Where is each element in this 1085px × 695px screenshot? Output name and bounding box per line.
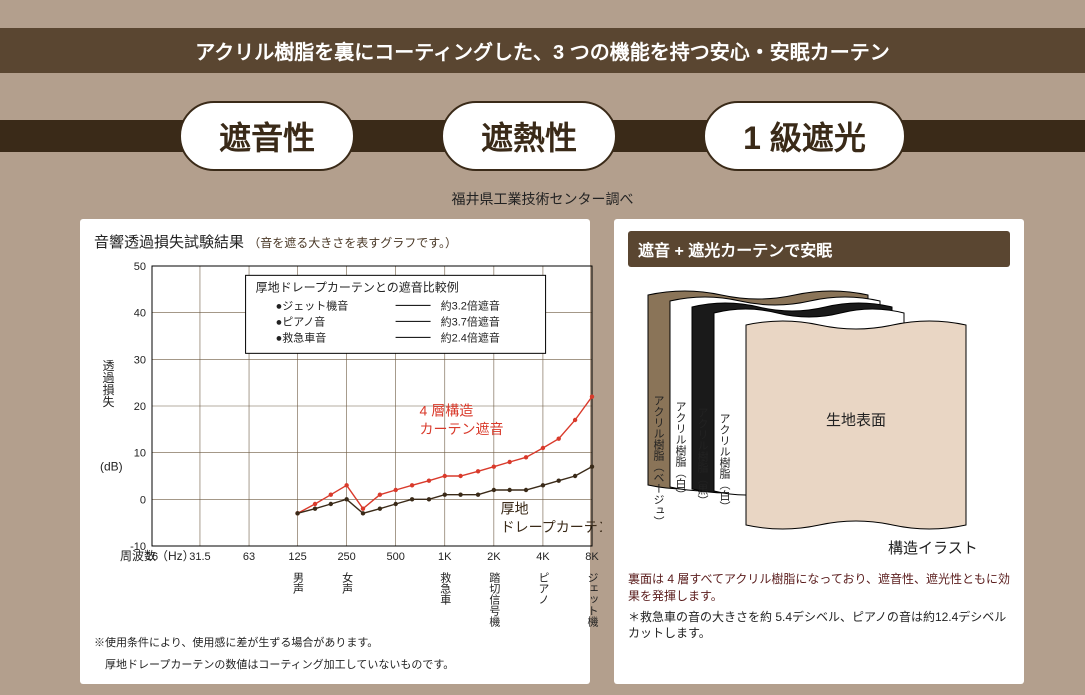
svg-text:125: 125: [288, 551, 306, 563]
svg-text:(dB): (dB): [100, 460, 123, 474]
svg-text:約2.4倍遮音: 約2.4倍遮音: [441, 330, 500, 344]
svg-text:●ジェット機音: ●ジェット機音: [276, 298, 349, 312]
svg-text:アクリル樹脂（白）: アクリル樹脂（白）: [718, 413, 731, 512]
subtitle: 福井県工業技術センター調べ: [0, 189, 1085, 209]
svg-text:63: 63: [243, 551, 255, 563]
structure-illustration: アクリル樹脂（ベージュ） アクリル樹脂（白） アクリル樹脂（黒） アクリル樹脂（白） 生…: [628, 275, 1008, 565]
svg-text:約3.7倍遮音: 約3.7倍遮音: [441, 314, 500, 328]
svg-text:●救急車音: ●救急車音: [276, 330, 327, 344]
badge-light: 1 級遮光: [703, 101, 906, 171]
svg-text:10: 10: [134, 448, 146, 460]
svg-text:ジェット機: ジェット機: [586, 572, 599, 628]
svg-text:生地表面: 生地表面: [826, 412, 886, 429]
svg-text:2K: 2K: [487, 551, 501, 563]
svg-text:アクリル樹脂（黒）: アクリル樹脂（黒）: [696, 407, 709, 506]
badge-heat: 遮熱性: [441, 101, 617, 171]
connector: [637, 120, 683, 152]
svg-text:周波数（Hz）: 周波数（Hz）: [120, 548, 195, 563]
structure-title: 遮音 + 遮光カーテンで安眠: [628, 231, 1010, 267]
badges-row: 遮音性 遮熱性 1 級遮光: [0, 101, 1085, 171]
svg-text:4K: 4K: [536, 551, 550, 563]
svg-text:250: 250: [337, 551, 355, 563]
svg-text:●ピアノ音: ●ピアノ音: [276, 314, 326, 328]
header-band: アクリル樹脂を裏にコーティングした、3 つの機能を持つ安心・安眠カーテン: [0, 28, 1085, 73]
structure-panel: 遮音 + 遮光カーテンで安眠 アクリル樹脂（ベージュ）アクリル樹脂（白）アクリル…: [614, 219, 1024, 684]
chart-footnote-2: 厚地ドレープカーテンの数値はコーティング加工していないものです。: [94, 656, 576, 672]
sound-loss-chart: -1001020304050透過損失(dB)1631.563125男声250女声…: [94, 256, 602, 628]
svg-text:30: 30: [134, 354, 146, 366]
svg-text:ピアノ: ピアノ: [537, 572, 549, 605]
svg-text:厚地ドレープカーテンとの遮音比較例: 厚地ドレープカーテンとの遮音比較例: [256, 279, 459, 294]
structure-caption: 裏面は 4 層すべてアクリル樹脂になっており、遮音性、遮光性ともに効果を発揮しま…: [628, 571, 1010, 605]
svg-text:アクリル樹脂（ベージュ）: アクリル樹脂（ベージュ）: [652, 395, 665, 527]
connector: [375, 120, 421, 152]
svg-text:約3.2倍遮音: 約3.2倍遮音: [441, 298, 500, 312]
svg-text:女声: 女声: [341, 571, 354, 595]
chart-title: 音響透過損失試験結果 （音を遮る大きさを表すグラフです。）: [94, 231, 576, 252]
svg-text:透過損失: 透過損失: [101, 359, 115, 407]
svg-text:50: 50: [134, 261, 146, 273]
chart-title-main: 音響透過損失試験結果: [94, 234, 244, 251]
svg-text:アクリル樹脂（白）: アクリル樹脂（白）: [674, 401, 687, 500]
svg-text:カーテン遮音: カーテン遮音: [420, 421, 504, 437]
svg-text:0: 0: [140, 494, 146, 506]
svg-text:20: 20: [134, 401, 146, 413]
chart-title-sub: （音を遮る大きさを表すグラフです。）: [248, 236, 457, 250]
svg-text:厚地: 厚地: [501, 500, 529, 516]
svg-text:構造イラスト: 構造イラスト: [888, 540, 978, 557]
svg-text:1K: 1K: [438, 551, 452, 563]
svg-text:男声: 男声: [292, 572, 305, 595]
svg-text:40: 40: [134, 308, 146, 320]
badge-sound: 遮音性: [179, 101, 355, 171]
chart-footnote-1: ※使用条件により、使用感に差が生ずる場合があります。: [94, 634, 576, 650]
svg-text:救急車: 救急車: [439, 571, 452, 606]
svg-text:踏切信号機: 踏切信号機: [488, 571, 501, 628]
svg-text:ドレープカーテン: ドレープカーテン: [501, 519, 602, 535]
svg-text:8K: 8K: [585, 551, 599, 563]
chart-panel: 音響透過損失試験結果 （音を遮る大きさを表すグラフです。） -100102030…: [80, 219, 590, 684]
svg-text:500: 500: [387, 551, 405, 563]
svg-text:4 層構造: 4 層構造: [420, 402, 474, 418]
structure-note: ＊救急車の音の大きさを約 5.4デシベル、ピアノの音は約12.4デシベルカットし…: [628, 609, 1010, 643]
